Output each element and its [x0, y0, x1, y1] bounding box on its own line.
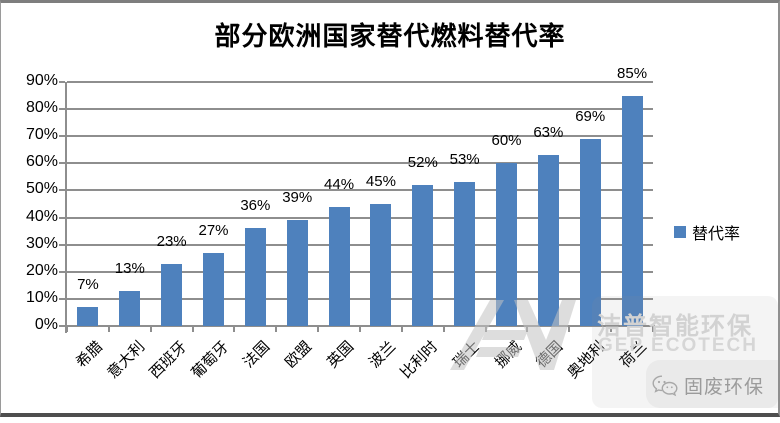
bar-瑞士: [454, 182, 476, 326]
legend-swatch: [674, 226, 686, 238]
watermark-brand-en: GEP ECOTECH: [598, 335, 758, 356]
wechat-watermark: 固废环保: [652, 372, 764, 399]
bar-荷兰: [621, 95, 643, 326]
y-axis-tick-label: 20%: [25, 261, 58, 279]
bar-波兰: [370, 204, 392, 326]
legend: 替代率: [674, 220, 740, 244]
bar-比利时: [412, 185, 434, 326]
y-axis-tick: [59, 216, 65, 219]
bar-葡萄牙: [203, 252, 224, 326]
bar-希腊: [77, 307, 99, 326]
bar-英国: [328, 206, 350, 326]
watermark-brand-cn: 洁普智能环保: [597, 313, 753, 340]
bar-意大利: [119, 290, 141, 326]
data-label: 60%: [491, 132, 522, 150]
bar-德国: [537, 155, 559, 326]
data-label: 36%: [240, 197, 271, 215]
y-axis-tick: [59, 81, 65, 83]
bar-挪威: [496, 163, 517, 326]
x-axis-tick: [275, 326, 278, 332]
gridline: [67, 162, 653, 165]
y-axis-tick-label: 50%: [25, 180, 58, 198]
data-label: 13%: [114, 259, 145, 277]
gridline: [67, 135, 653, 138]
x-axis-tick: [400, 326, 403, 332]
x-axis-tick: [149, 326, 152, 332]
x-axis-tick: [610, 326, 613, 332]
y-axis-tick: [59, 270, 65, 273]
data-label: 52%: [407, 154, 438, 172]
data-label: 69%: [575, 107, 606, 125]
watermark-panel-bottom: [646, 360, 778, 408]
data-label: 44%: [324, 175, 355, 193]
gridline: [67, 243, 653, 246]
y-axis-tick: [59, 162, 65, 165]
y-axis-tick: [59, 243, 65, 246]
gridline: [67, 189, 653, 192]
gep-logo-icon: [450, 300, 576, 370]
data-label: 23%: [156, 232, 187, 250]
y-axis-tick: [59, 325, 65, 327]
data-label: 45%: [365, 173, 396, 190]
bar-西班牙: [161, 263, 183, 326]
data-label: 85%: [617, 64, 648, 82]
gridline: [67, 270, 653, 273]
y-axis-tick-label: 0%: [34, 316, 58, 333]
y-axis-tick: [59, 189, 65, 192]
bar-奥地利: [579, 138, 601, 326]
data-label: 27%: [198, 221, 229, 239]
x-axis-tick: [233, 326, 236, 332]
wechat-icon: [652, 375, 678, 396]
x-axis-tick: [66, 326, 68, 332]
y-axis-tick-label: 10%: [25, 288, 58, 306]
y-axis-tick-label: 30%: [25, 234, 58, 252]
data-label: 53%: [449, 151, 480, 169]
x-axis-tick: [191, 326, 194, 332]
x-axis-tick: [359, 326, 361, 332]
data-label: 7%: [77, 276, 99, 294]
gridline: [67, 108, 653, 111]
y-axis-tick: [59, 297, 65, 300]
bar-欧盟: [286, 220, 308, 326]
gridline: [67, 216, 653, 219]
watermark-panel: [592, 296, 778, 408]
data-label: 39%: [282, 189, 313, 207]
y-axis-tick: [59, 135, 65, 138]
x-axis-tick: [652, 326, 654, 332]
y-axis-tick-label: 90%: [25, 72, 58, 89]
x-axis-tick: [442, 326, 445, 332]
wechat-account-label: 固废环保: [684, 377, 765, 398]
y-axis-tick-label: 70%: [25, 126, 58, 144]
y-axis-line: [65, 82, 67, 333]
chart-title: 部分欧洲国家替代燃料替代率: [214, 22, 566, 51]
y-axis-tick-label: 40%: [25, 207, 58, 225]
y-axis-tick-label: 60%: [25, 153, 58, 171]
gridline: [67, 81, 653, 83]
data-label: 63%: [533, 124, 564, 142]
legend-series-label: 替代率: [692, 226, 741, 243]
x-axis-tick: [317, 326, 320, 332]
x-axis-tick: [568, 326, 571, 332]
y-axis-tick: [59, 108, 65, 111]
gridline: [67, 297, 653, 300]
x-axis-tick: [107, 326, 110, 332]
y-axis-tick-label: 80%: [25, 99, 58, 117]
x-axis-line: [60, 325, 655, 327]
bar-法国: [244, 228, 266, 326]
